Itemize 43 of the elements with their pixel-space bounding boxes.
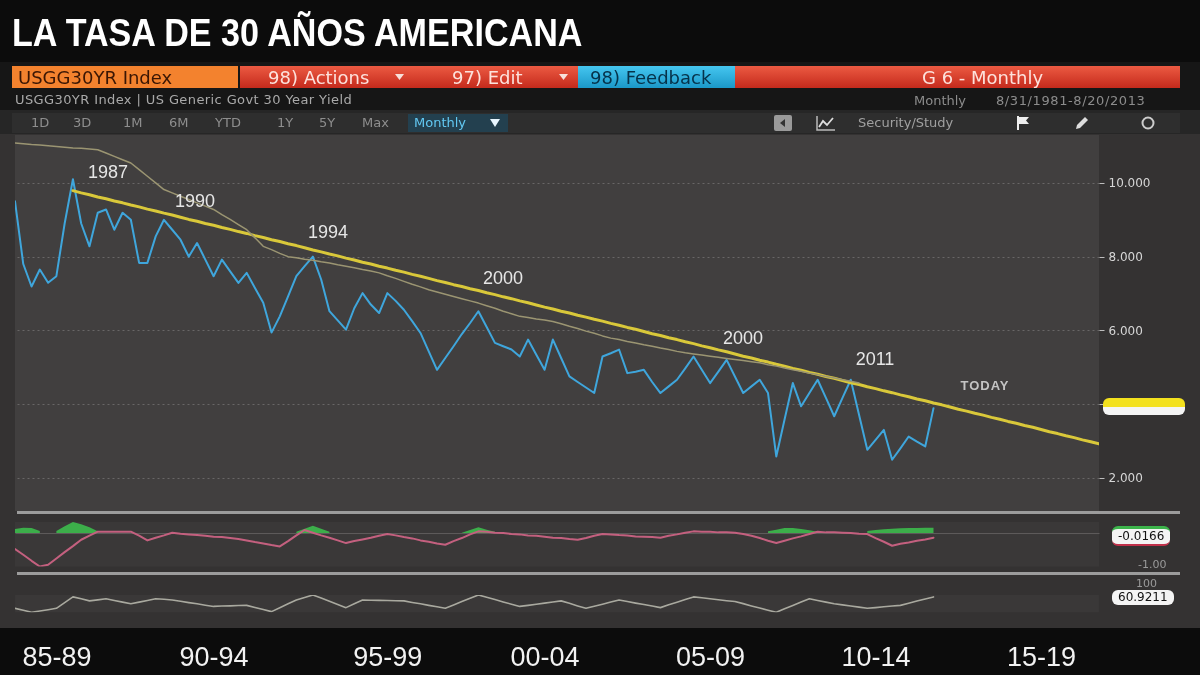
line-series xyxy=(70,189,1099,446)
y-tick-label: 8.000 xyxy=(1108,250,1143,265)
x-tick-label: 05-09 xyxy=(675,642,745,673)
text: 97) Edit xyxy=(452,67,523,88)
x-tick-label: 10-14 xyxy=(841,642,911,673)
text: 1D xyxy=(31,115,50,131)
text: Max xyxy=(362,115,389,131)
annotation: 2000 xyxy=(722,327,764,349)
text: -0.0166 xyxy=(1112,526,1171,546)
annotation: 1990 xyxy=(174,190,216,212)
x-tick-label: 95-99 xyxy=(352,642,422,673)
line-series xyxy=(14,178,934,461)
text: -1.00 xyxy=(1138,558,1167,572)
text: Monthly xyxy=(414,115,467,131)
chart-title: LA TASA DE 30 AÑOS AMERICANA xyxy=(12,12,583,54)
annotation: 1987 xyxy=(87,161,129,183)
y-tick-label: 2.000 xyxy=(1108,471,1143,486)
text: Monthly xyxy=(914,93,967,109)
text: 3D xyxy=(73,115,92,131)
text: 1M xyxy=(123,115,143,131)
chart-subtitle: USGG30YR Index | US Generic Govt 30 Year Yield xyxy=(15,92,353,107)
text: 98) Feedback xyxy=(590,67,712,88)
text: 8/31/1981-8/20/2013 xyxy=(996,93,1146,109)
x-tick-label: 15-19 xyxy=(1006,642,1076,673)
annotation: 1994 xyxy=(307,221,349,243)
text: 60.9211 xyxy=(1112,590,1174,605)
text: USGG30YR Index xyxy=(18,67,173,88)
text: 98) Actions xyxy=(268,67,370,88)
y-tick-label: 6.000 xyxy=(1108,323,1143,338)
annotation: 2011 xyxy=(855,348,895,370)
x-tick-label: 90-94 xyxy=(179,642,249,673)
annotation: TODAY xyxy=(960,378,1010,394)
text: 5Y xyxy=(319,115,336,131)
annotation: 2000 xyxy=(482,267,524,289)
text: YTD xyxy=(215,115,241,131)
text: 1Y xyxy=(277,115,294,131)
text: G 6 - Monthly xyxy=(922,67,1044,88)
x-tick-label: 00-04 xyxy=(510,642,580,673)
text: 100 xyxy=(1136,577,1157,591)
text: 6M xyxy=(169,115,189,131)
text: Security/Study xyxy=(858,115,954,131)
y-tick-label: 10.000 xyxy=(1108,176,1150,191)
x-tick-label: 85-89 xyxy=(21,642,91,673)
